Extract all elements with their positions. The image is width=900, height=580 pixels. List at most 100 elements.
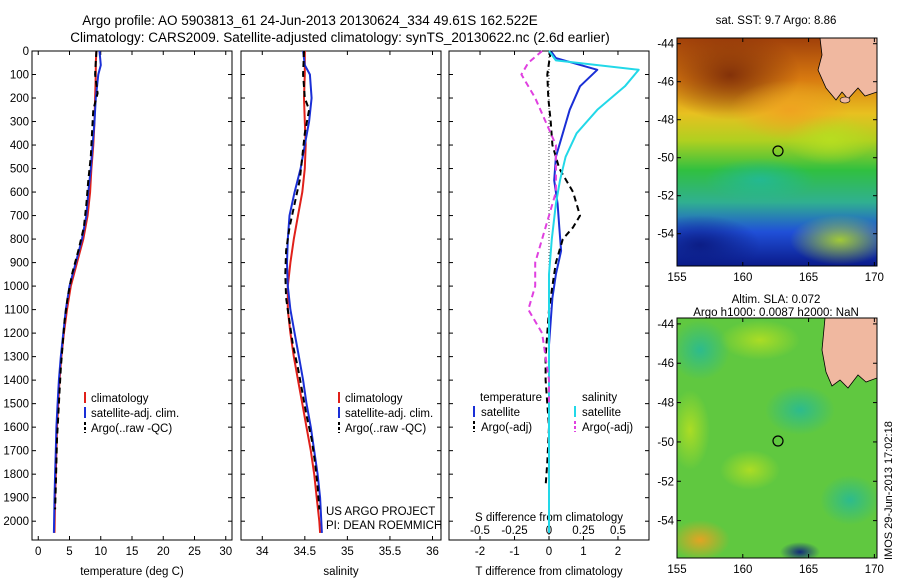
argo-float-marker <box>772 145 784 157</box>
legend-salinity-heading: salinity <box>582 392 617 404</box>
y-tick-label: 500 <box>10 164 29 176</box>
legend-argo: Argo(..raw -QC) <box>345 423 426 435</box>
lon-tick-label: 165 <box>799 272 818 284</box>
legend-sal-satellite: satellite <box>582 407 621 419</box>
sla-map-title-line1: Altim. SLA: 0.072 <box>732 294 821 306</box>
legend-satellite-adj: satellite-adj. clim. <box>91 408 179 420</box>
y-tick-label: 400 <box>10 140 29 152</box>
legend-temp-satellite: satellite <box>481 407 520 419</box>
difference-profile-panel: -2 -1 0 1 2 T difference from climatology -0.5… <box>448 50 650 578</box>
y-tick-label: 1600 <box>3 422 29 434</box>
lat-tick-label: -46 <box>657 358 674 370</box>
sal-tick-label: -0.25 <box>501 525 527 537</box>
temperature-profile-panel: 0100200300400500600700800900100011001200… <box>3 46 233 578</box>
y-tick-label: 100 <box>10 70 29 82</box>
lon-tick-label: 170 <box>865 564 884 576</box>
x-tick-label: 34 <box>256 546 269 558</box>
lat-tick-label: -46 <box>657 77 674 89</box>
y-tick-label: 600 <box>10 187 29 199</box>
sal-tick-label: 0.5 <box>610 525 626 537</box>
y-tick-label: 1400 <box>3 375 29 387</box>
y-tick-label: 200 <box>10 93 29 105</box>
plot-area <box>31 50 233 541</box>
lat-tick-label: -52 <box>657 476 674 488</box>
y-tick-label: 1300 <box>3 352 29 364</box>
x-tick-label: -1 <box>509 546 519 558</box>
lat-tick-label: -54 <box>657 516 674 528</box>
project-credit-line2: PI: DEAN ROEMMICH <box>326 520 442 532</box>
sst-map-title: sat. SST: 9.7 Argo: 8.86 <box>716 15 837 27</box>
legend-satellite-adj: satellite-adj. clim. <box>345 408 433 420</box>
lat-tick-label: -44 <box>657 39 674 51</box>
lon-tick-label: 170 <box>865 272 884 284</box>
y-tick-label: 1700 <box>3 446 29 458</box>
lat-tick-label: -52 <box>657 191 674 203</box>
lat-tick-label: -44 <box>657 319 674 331</box>
x-axis-label: T difference from climatology <box>475 566 622 578</box>
x-tick-label: 25 <box>188 546 201 558</box>
y-tick-label: 2000 <box>3 516 29 528</box>
salinity-legend: climatology satellite-adj. clim. Argo(..… <box>338 392 433 435</box>
legend-climatology: climatology <box>91 393 149 405</box>
lat-tick-label: -48 <box>657 115 674 127</box>
salinity-profile-panel: 34 34.5 35 35.5 36 salinity <box>240 50 442 578</box>
y-tick-label: 800 <box>10 234 29 246</box>
sst-map-axes: -44 -46 -48 -50 -52 -54 155 160 165 170 <box>657 38 884 284</box>
x-axis-label: temperature (deg C) <box>80 566 184 578</box>
x-tick-label: 5 <box>66 546 72 558</box>
x-tick-label: 35.5 <box>379 546 401 558</box>
x-tick-label: 10 <box>94 546 107 558</box>
lon-tick-label: 155 <box>667 272 686 284</box>
lon-tick-label: 160 <box>733 272 752 284</box>
x-tick-label: 1 <box>580 546 586 558</box>
x-tick-label: 30 <box>219 546 232 558</box>
argo-float-marker <box>772 435 784 447</box>
legend-temp-argo: Argo(-adj) <box>481 422 532 434</box>
plot-area <box>240 50 442 541</box>
y-tick-label: 1200 <box>3 328 29 340</box>
y-tick-label: 1000 <box>3 281 29 293</box>
sla-map-title-line2: Argo h1000: 0.0087 h2000: NaN <box>693 307 859 319</box>
sal-tick-label: -0.5 <box>470 525 490 537</box>
sst-map-frame <box>676 37 878 267</box>
sst-map <box>677 38 877 266</box>
y-tick-label: 900 <box>10 258 29 270</box>
x-tick-label: 35 <box>341 546 354 558</box>
y-tick-label: 1900 <box>3 493 29 505</box>
lat-tick-label: -50 <box>657 153 674 165</box>
lat-tick-label: -48 <box>657 398 674 410</box>
x-tick-label: -2 <box>475 546 485 558</box>
figure-title-line2: Climatology: CARS2009. Satellite-adjuste… <box>70 30 610 45</box>
x-tick-label: 20 <box>157 546 170 558</box>
x-tick-label: 34.5 <box>294 546 316 558</box>
x-tick-label: 2 <box>615 546 621 558</box>
timestamp-stamp: IMOS 29-Jun-2013 17:02:18 <box>883 421 895 560</box>
project-credit-line1: US ARGO PROJECT <box>326 506 435 518</box>
x-axis-label: salinity <box>323 566 358 578</box>
lon-tick-label: 165 <box>799 564 818 576</box>
sla-map-axes: -44 -46 -48 -50 -52 -54 155 160 165 170 <box>657 318 884 576</box>
legend-sal-argo: Argo(-adj) <box>582 422 633 434</box>
sla-map <box>677 318 877 558</box>
y-tick-label: 1500 <box>3 399 29 411</box>
y-tick-label: 1800 <box>3 469 29 481</box>
lon-tick-label: 155 <box>667 564 686 576</box>
land-mass <box>817 38 877 101</box>
sal-tick-label: 0.25 <box>572 525 594 537</box>
series-line-argo-raw-qc- <box>54 50 99 510</box>
y-tick-label: 700 <box>10 211 29 223</box>
y-tick-label: 300 <box>10 117 29 129</box>
temperature-legend: climatology satellite-adj. clim. Argo(..… <box>84 392 179 435</box>
land-mass <box>821 318 877 389</box>
x-tick-label: 15 <box>126 546 139 558</box>
x-tick-label: 0 <box>546 546 552 558</box>
legend-temperature-heading: temperature <box>480 392 542 404</box>
series-line-satellite <box>548 50 640 533</box>
lon-tick-label: 160 <box>733 564 752 576</box>
series-line-argo-adj- <box>520 50 557 404</box>
y-tick-label: 0 <box>23 46 29 58</box>
sla-map-frame <box>676 317 878 559</box>
difference-legend: temperature salinity satellite Argo(-adj… <box>473 392 633 434</box>
legend-argo: Argo(..raw -QC) <box>91 423 172 435</box>
